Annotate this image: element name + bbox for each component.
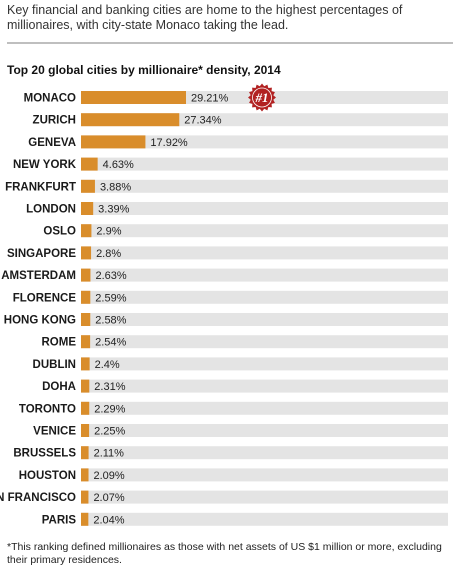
- bar-track: [81, 246, 448, 260]
- value-label: 2.4%: [95, 359, 120, 371]
- bar-track: [81, 313, 448, 326]
- category-label: OSLO: [43, 226, 76, 238]
- bar-dublin: [81, 357, 90, 371]
- bar-track: [81, 335, 448, 349]
- bar-venice: [81, 424, 90, 437]
- value-label: 2.09%: [94, 470, 125, 482]
- category-label: BRUSSELS: [13, 448, 76, 460]
- category-label: GENEVA: [28, 137, 76, 149]
- category-label: DOHA: [42, 381, 76, 393]
- category-label: FRANKFURT: [5, 181, 76, 193]
- headline: Key financial and banking cities are hom…: [7, 3, 403, 32]
- category-label: SINGAPORE: [7, 248, 76, 260]
- bar-track: [81, 224, 448, 238]
- bar-frankfurt: [81, 179, 95, 193]
- bar-rome: [81, 335, 91, 349]
- bar-houston: [81, 468, 89, 482]
- chart-title: Top 20 global cities by millionaire* den…: [7, 63, 281, 77]
- value-label: 2.04%: [93, 514, 124, 526]
- bar-new-york: [81, 157, 98, 171]
- bar-track: [81, 179, 448, 193]
- bar-florence: [81, 290, 91, 304]
- bar-track: [81, 290, 448, 304]
- bar-toronto: [81, 401, 90, 415]
- bar-track: [81, 468, 448, 482]
- value-label: 2.63%: [95, 270, 126, 282]
- category-label: ROME: [42, 337, 77, 349]
- footnote: *This ranking defined millionaires as th…: [7, 541, 442, 566]
- badge-text: #1: [255, 90, 269, 105]
- bar-track: [81, 490, 448, 504]
- category-label: NEW YORK: [13, 159, 77, 171]
- value-label: 27.34%: [184, 115, 222, 127]
- bar-london: [81, 202, 94, 215]
- value-label: 2.25%: [94, 426, 125, 438]
- bar-track: [81, 379, 448, 393]
- value-label: 29.21%: [191, 93, 229, 105]
- value-label: 2.8%: [96, 248, 121, 260]
- category-label: SAN FRANCISCO: [0, 492, 76, 504]
- value-label: 2.59%: [95, 292, 126, 304]
- category-label: VENICE: [33, 426, 76, 438]
- value-label: 2.31%: [94, 381, 125, 393]
- category-label: LONDON: [26, 204, 76, 216]
- value-label: 2.07%: [93, 492, 124, 504]
- category-label: PARIS: [42, 514, 77, 526]
- divider: [7, 42, 453, 44]
- value-label: 2.11%: [94, 448, 125, 460]
- bar-monaco: [81, 91, 186, 104]
- value-label: 17.92%: [150, 137, 188, 149]
- bar-amsterdam: [81, 268, 91, 282]
- bar-track: [81, 157, 448, 171]
- category-label: HOUSTON: [19, 470, 76, 482]
- value-label: 2.58%: [95, 315, 126, 327]
- bar-track: [81, 424, 448, 437]
- bar-track: [81, 202, 448, 215]
- category-label: ZURICH: [33, 115, 76, 127]
- bar-track: [81, 512, 448, 526]
- bar-track: [81, 135, 448, 149]
- category-label: TORONTO: [19, 403, 76, 415]
- bar-hong-kong: [81, 313, 91, 326]
- value-label: 3.39%: [98, 204, 129, 216]
- bar-track: [81, 357, 448, 371]
- value-label: 3.88%: [100, 181, 131, 193]
- bar-oslo: [81, 224, 92, 238]
- bar-track: [81, 401, 448, 415]
- value-label: 2.54%: [95, 337, 126, 349]
- bar-zurich: [81, 113, 180, 127]
- bar-doha: [81, 379, 90, 393]
- rank-seal-icon: #1: [248, 83, 276, 112]
- value-label: 4.63%: [103, 159, 134, 171]
- category-label: MONACO: [24, 93, 76, 105]
- bar-track: [81, 446, 448, 460]
- category-label: HONG KONG: [4, 315, 76, 327]
- bar-singapore: [81, 246, 92, 260]
- category-label: DUBLIN: [33, 359, 76, 371]
- bar-san-francisco: [81, 490, 89, 504]
- bar-brussels: [81, 446, 89, 460]
- bar-geneva: [81, 135, 146, 149]
- category-label: AMSTERDAM: [1, 270, 76, 282]
- bar-paris: [81, 512, 89, 526]
- value-label: 2.29%: [94, 403, 125, 415]
- value-label: 2.9%: [96, 226, 121, 238]
- bar-track: [81, 268, 448, 282]
- category-label: FLORENCE: [13, 292, 77, 304]
